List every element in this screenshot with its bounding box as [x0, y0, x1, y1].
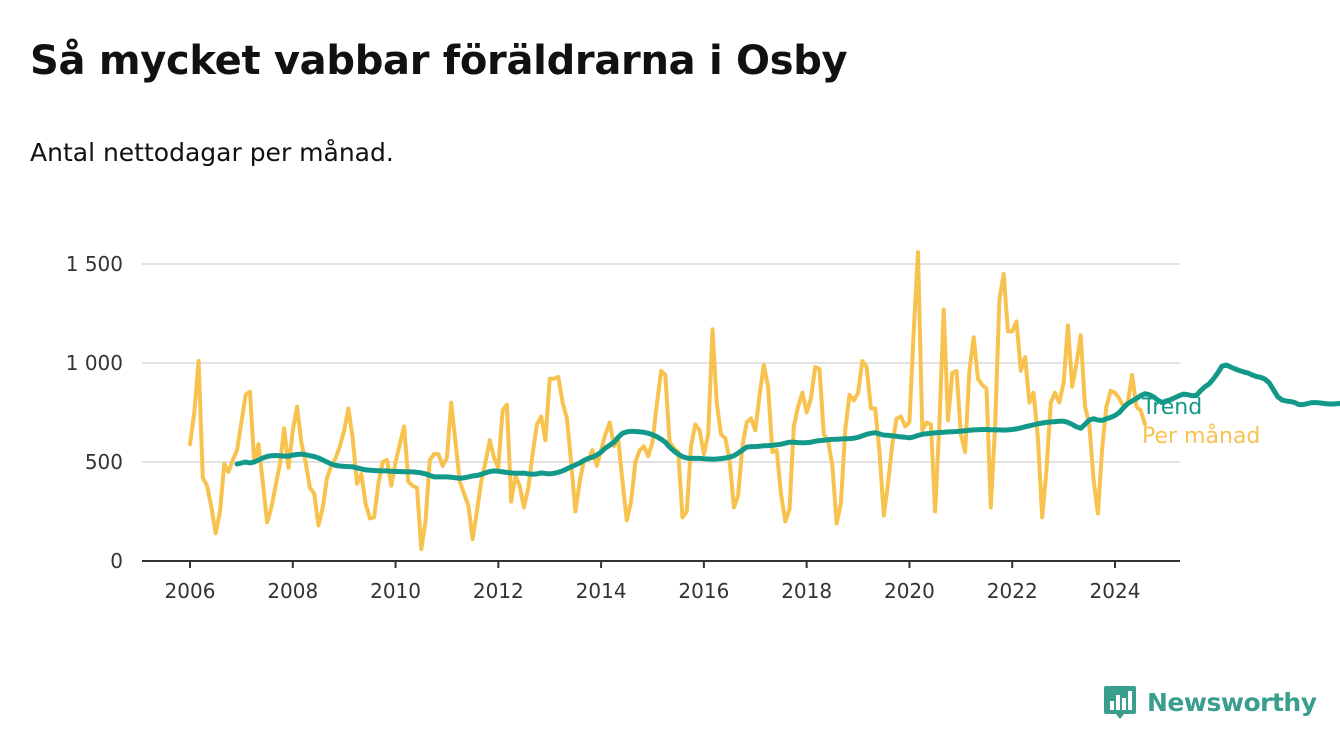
chart-title: Så mycket vabbar föräldrarna i Osby: [30, 38, 848, 84]
x-tick-label: 2014: [576, 579, 627, 603]
y-tick-label: 1 000: [66, 351, 123, 375]
series-line-per-manad: [188, 250, 1147, 552]
axes: 0 500 1 000 1 500 2006 2008 2010 2012 2014 2016 20…: [66, 252, 1180, 603]
newsworthy-logo: Newsworthy: [1103, 682, 1317, 722]
grid-lines: [142, 263, 1180, 463]
brand-name: Newsworthy: [1147, 687, 1317, 717]
x-tick-label: 2016: [678, 579, 729, 603]
y-tick-label: 500: [85, 450, 123, 474]
y-tick-label: 1 500: [66, 252, 123, 276]
x-tick-label: 2018: [781, 579, 832, 603]
x-tick-label: 2024: [1090, 579, 1141, 603]
bar-chart-speech-icon: [1104, 686, 1136, 719]
series-labels: Trend Per månad: [1141, 395, 1260, 449]
y-tick-label: 0: [110, 549, 123, 573]
x-tick-label: 2020: [884, 579, 935, 603]
chart-subtitle: Antal nettodagar per månad.: [30, 138, 394, 167]
x-tick-label: 2010: [370, 579, 421, 603]
line-chart: 0 500 1 000 1 500 2006 2008 2010 2012 2014 2016 20…: [66, 250, 1340, 603]
legend-label-trend: Trend: [1141, 395, 1202, 420]
x-tick-label: 2006: [165, 579, 216, 603]
legend-label-per-manad: Per månad: [1142, 423, 1260, 449]
x-tick-label: 2022: [987, 579, 1038, 603]
x-tick-label: 2008: [267, 579, 318, 603]
series-line-trend: [234, 362, 1340, 481]
x-tick-label: 2012: [473, 579, 524, 603]
series-lines: [188, 250, 1340, 552]
